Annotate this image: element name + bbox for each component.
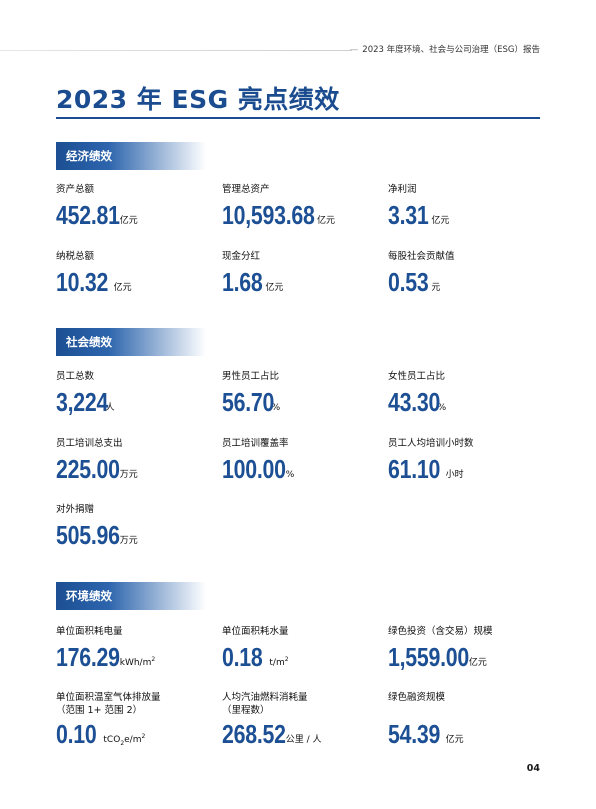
- metric-total-employees: 员工总数 3,224人: [56, 370, 226, 418]
- metric-unit: 万元: [119, 536, 138, 546]
- metric-male-ratio: 男性员工占比 56.70%: [222, 370, 392, 418]
- metric-cash-dividend: 现金分红 1.68 亿元: [222, 250, 392, 298]
- header-rule: [0, 50, 352, 51]
- metric-gasoline-per-capita: 人均汽油燃料消耗量 （里程数） 268.52公里 / 人: [222, 691, 392, 750]
- metric-ghg-per-area: 单位面积温室气体排放量 （范围 1+ 范围 2） 0.10 tCO2e/m2: [56, 691, 226, 750]
- metric-label: 员工人均培训小时数: [388, 438, 474, 449]
- metric-total-tax: 纳税总额 10.32 亿元: [56, 250, 226, 298]
- metric-net-profit: 净利润 3.31 亿元: [388, 183, 558, 231]
- metric-value: 225.00: [56, 454, 120, 484]
- metric-label-scope: （范围 1+ 范围 2）: [56, 705, 143, 716]
- header-dash: —: [349, 45, 359, 55]
- metric-label: 资产总额: [56, 184, 95, 195]
- metric-value: 56.70: [222, 387, 275, 417]
- metric-social-contribution: 每股社会贡献值 0.53 元: [388, 250, 558, 298]
- metric-value: 1,559.00: [388, 642, 470, 672]
- page-title: 2023 年 ESG 亮点绩效: [56, 85, 340, 114]
- metric-label: 女性员工占比: [388, 371, 446, 382]
- section-social: 社会绩效: [56, 328, 206, 356]
- metric-unit: %: [437, 403, 447, 413]
- metric-value: 452.81: [56, 200, 120, 230]
- metric-label: 管理总资产: [222, 184, 270, 195]
- metric-value: 176.29: [56, 642, 120, 672]
- page-number: 04: [526, 763, 540, 774]
- metric-unit: %: [271, 403, 281, 413]
- metric-value: 268.52: [222, 719, 286, 749]
- metric-label: 员工培训总支出: [56, 438, 123, 449]
- metric-value: 3.31: [388, 200, 429, 230]
- section-environmental: 环境绩效: [56, 582, 206, 610]
- metric-value: 0.10: [56, 719, 97, 749]
- metric-unit: 亿元: [265, 283, 284, 293]
- metric-unit: 元: [431, 283, 441, 293]
- metric-value: 54.39: [388, 719, 441, 749]
- metric-value: 505.96: [56, 520, 120, 550]
- metric-unit: 小时: [445, 470, 464, 480]
- metric-unit: 万元: [119, 470, 138, 480]
- metric-value: 0.53: [388, 267, 429, 297]
- metric-value: 10,593.68: [222, 200, 315, 230]
- metric-unit: 公里 / 人: [285, 735, 322, 745]
- metric-aum: 管理总资产 10,593.68 亿元: [222, 183, 392, 231]
- metric-label: 员工培训覆盖率: [222, 438, 289, 449]
- metric-label: 绿色投资（含交易）规模: [388, 626, 493, 637]
- metric-green-financing: 绿色融资规模 54.39 亿元: [388, 691, 558, 750]
- metric-label: 单位面积温室气体排放量: [56, 692, 161, 703]
- metric-label: 员工总数: [56, 371, 95, 382]
- metric-green-investment: 绿色投资（含交易）规模 1,559.00亿元: [388, 625, 558, 673]
- metric-total-assets: 资产总额 452.81亿元: [56, 183, 226, 231]
- metric-label: 单位面积耗水量: [222, 626, 289, 637]
- metric-unit: tCO2e/m2: [103, 733, 146, 747]
- metric-label: 对外捐赠: [56, 504, 95, 515]
- metric-value: 0.18: [222, 642, 263, 672]
- metric-label: 纳税总额: [56, 251, 95, 262]
- metric-unit: %: [285, 470, 295, 480]
- metric-label-mileage: （里程数）: [222, 705, 270, 716]
- metric-unit: 亿元: [316, 216, 335, 226]
- report-title: 2023 年度环境、社会与公司治理（ESG）报告: [362, 45, 540, 55]
- metric-unit: 亿元: [431, 216, 450, 226]
- metric-unit: 亿元: [119, 216, 138, 226]
- metric-value: 100.00: [222, 454, 286, 484]
- metric-label: 单位面积耗电量: [56, 626, 123, 637]
- metric-label: 每股社会贡献值: [388, 251, 455, 262]
- metric-label: 绿色融资规模: [388, 692, 446, 703]
- metric-unit: t/m2: [269, 656, 289, 668]
- metric-female-ratio: 女性员工占比 43.30%: [388, 370, 558, 418]
- metric-training-coverage: 员工培训覆盖率 100.00%: [222, 437, 392, 485]
- metric-value: 43.30: [388, 387, 441, 417]
- metric-training-expense: 员工培训总支出 225.00万元: [56, 437, 226, 485]
- metric-water-per-area: 单位面积耗水量 0.18 t/m2: [222, 625, 392, 673]
- title-underline: [56, 117, 540, 119]
- metric-label: 男性员工占比: [222, 371, 280, 382]
- metric-value: 61.10: [388, 454, 441, 484]
- metric-unit: 亿元: [113, 283, 132, 293]
- metric-unit: 亿元: [445, 735, 464, 745]
- metric-label: 人均汽油燃料消耗量: [222, 692, 308, 703]
- metric-unit: 亿元: [468, 658, 487, 668]
- metric-value: 1.68: [222, 267, 263, 297]
- metric-value: 10.32: [56, 267, 109, 297]
- metric-training-hours: 员工人均培训小时数 61.10 小时: [388, 437, 558, 485]
- metric-electricity-per-area: 单位面积耗电量 176.29kWh/m2: [56, 625, 226, 673]
- metric-donations: 对外捐赠 505.96万元: [56, 503, 226, 551]
- section-economic: 经济绩效: [56, 142, 206, 170]
- metric-value: 3,224: [56, 387, 109, 417]
- metric-label: 现金分红: [222, 251, 261, 262]
- metric-unit: 人: [105, 403, 115, 413]
- metric-unit: kWh/m2: [119, 656, 156, 668]
- metric-label: 净利润: [388, 184, 417, 195]
- report-header: —2023 年度环境、社会与公司治理（ESG）报告: [350, 43, 540, 55]
